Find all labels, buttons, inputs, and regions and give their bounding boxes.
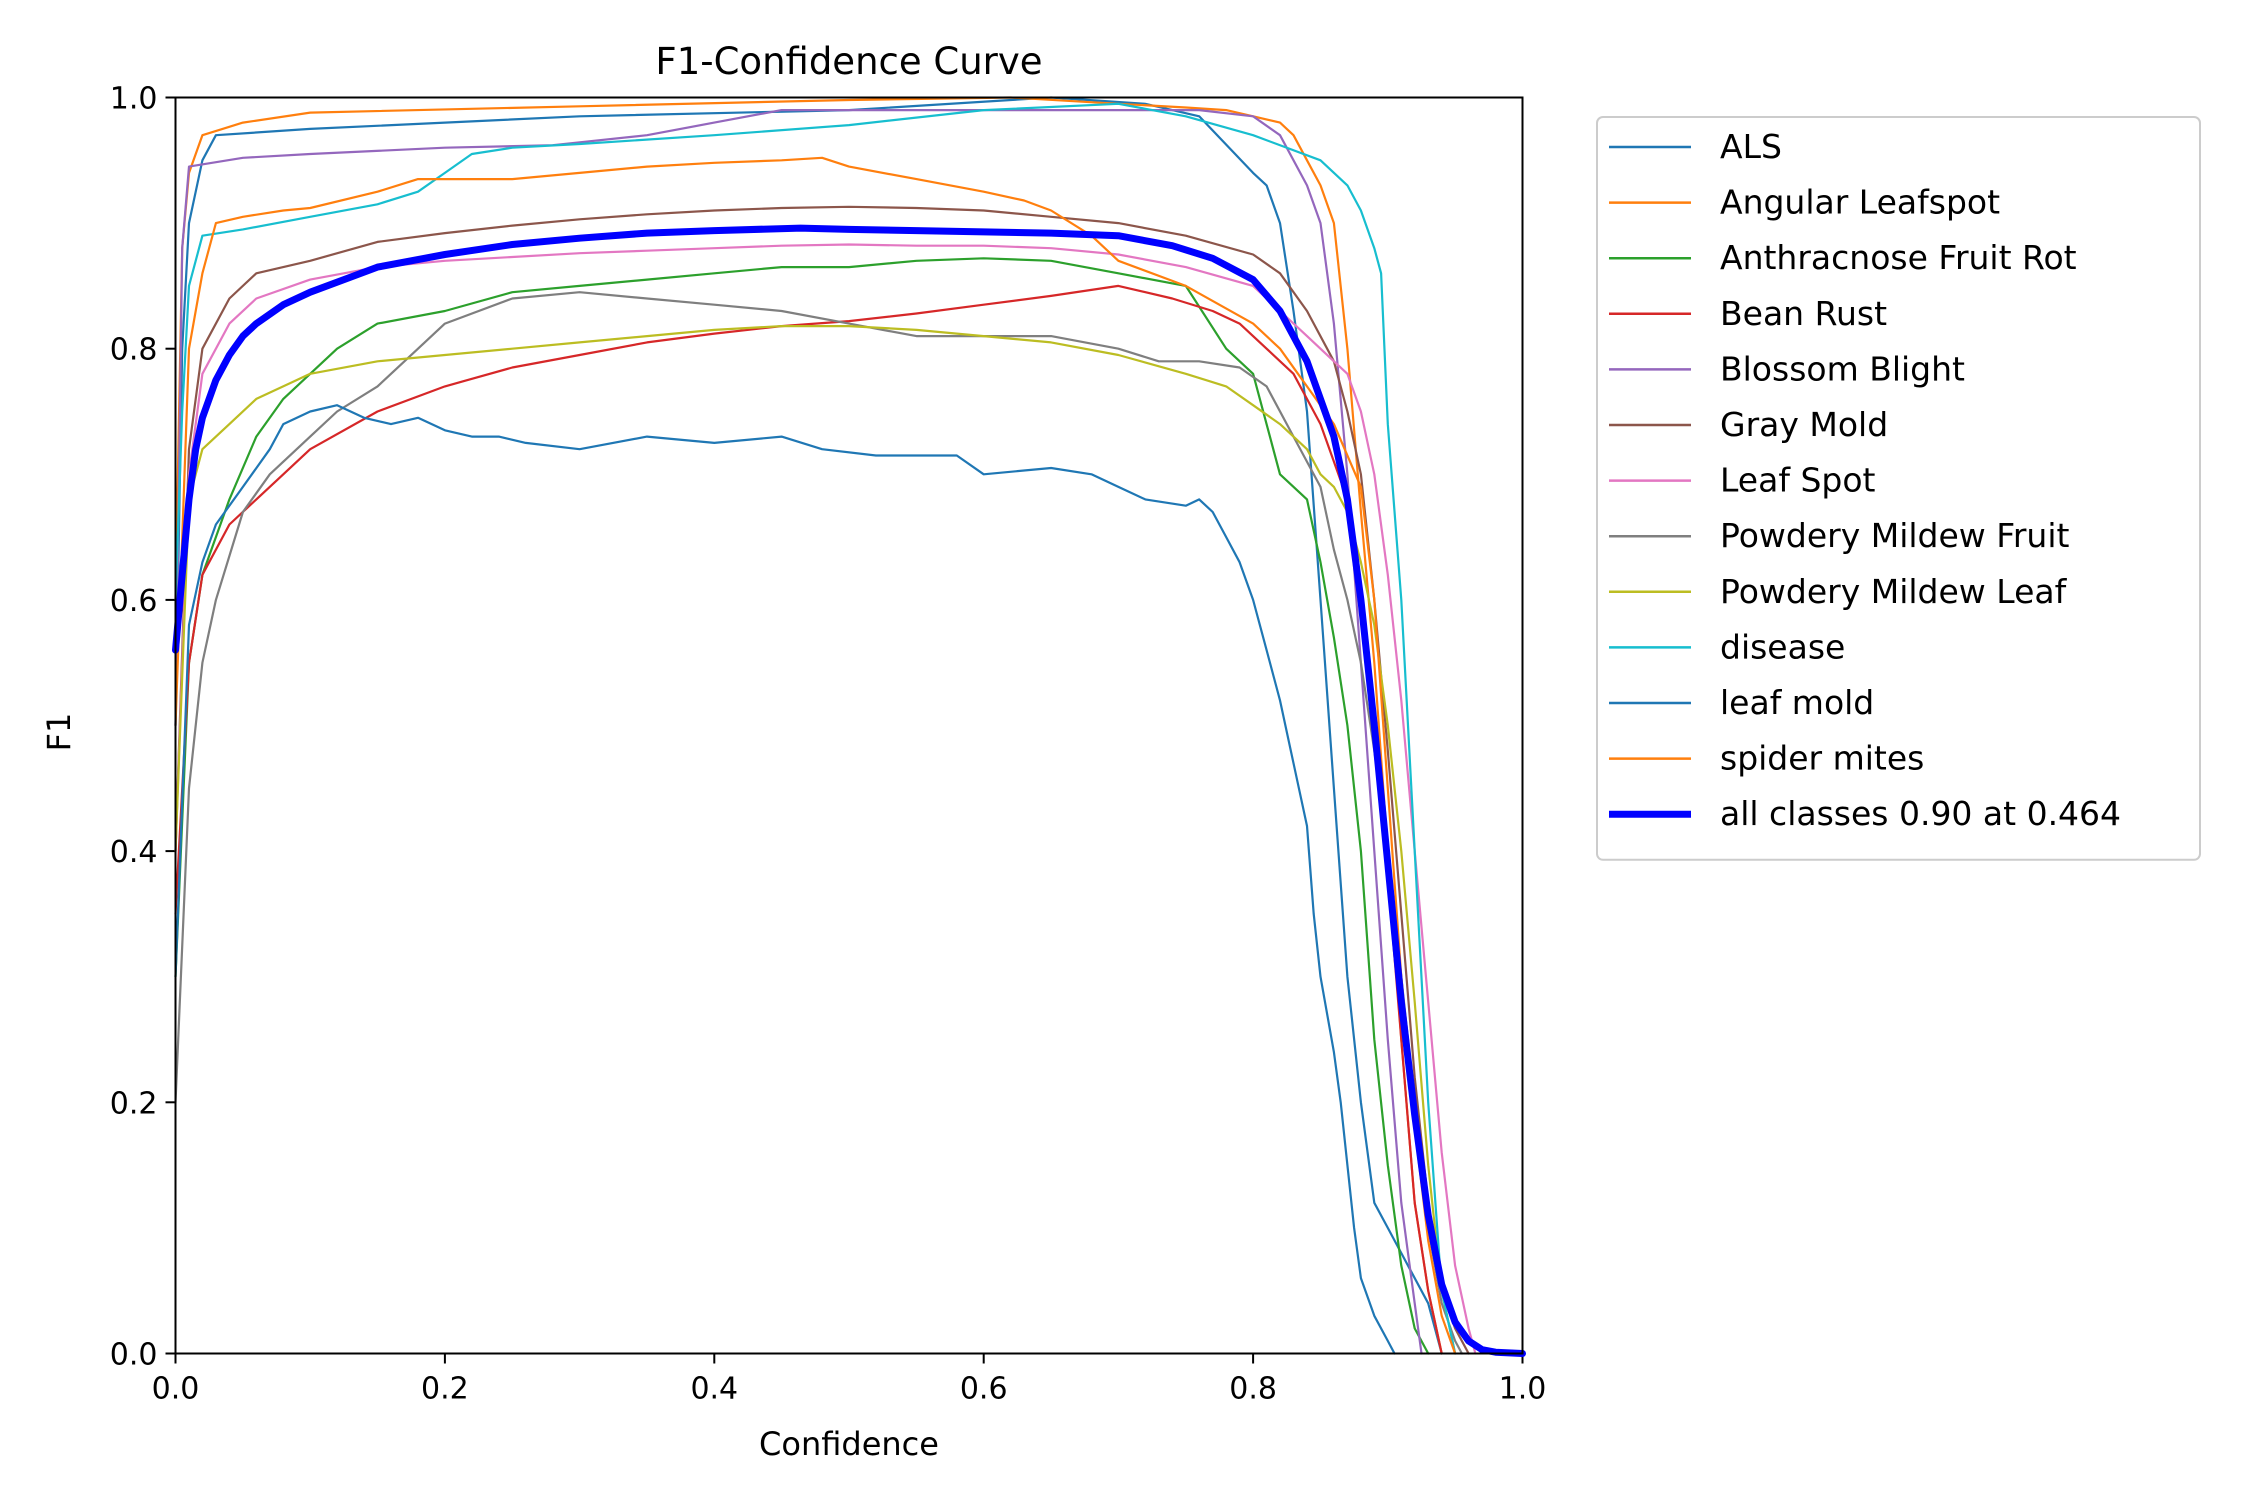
x-tick-label: 0.6 — [960, 1372, 1008, 1407]
legend-label: Powdery Mildew Leaf — [1720, 572, 2068, 611]
y-tick-label: 0.6 — [110, 584, 158, 619]
axis-ticks: 0.0 0.2 0.4 0.6 0.8 1.0 0.0 0.2 0.4 0.6 0.8 1.0 — [110, 82, 1547, 1407]
x-tick-label: 0.8 — [1229, 1372, 1277, 1407]
y-tick-label: 1.0 — [110, 82, 158, 117]
legend-label: spider mites — [1720, 739, 1924, 778]
legend-label: Blossom Blight — [1720, 349, 1965, 388]
legend-label: all classes 0.90 at 0.464 — [1720, 794, 2121, 833]
legend-label: Bean Rust — [1720, 294, 1887, 333]
series-line-all-classes-0-90-at-0-464 — [172, 224, 1526, 1357]
series-line-leaf-spot — [174, 243, 1477, 1355]
plot-frame — [174, 96, 1524, 1355]
series-line-blossom-blight — [174, 109, 1423, 1355]
series-line-gray-mold — [174, 205, 1470, 1355]
y-tick-label: 0.0 — [110, 1338, 158, 1373]
chart-title: F1-Confidence Curve — [655, 40, 1042, 83]
legend-label: ALS — [1720, 127, 1782, 166]
series-layer — [172, 96, 1526, 1357]
series-line-leaf-mold — [174, 404, 1396, 1355]
legend-box — [1596, 116, 2201, 861]
legend-label: Gray Mold — [1720, 405, 1888, 444]
y-tick-label: 0.2 — [110, 1086, 158, 1121]
legend-label: Powdery Mildew Fruit — [1720, 516, 2070, 555]
series-line-als — [174, 96, 1443, 1355]
series-line-anthracnose-fruit-rot — [174, 257, 1430, 1355]
legend-label: disease — [1720, 627, 1845, 666]
legend-label: Leaf Spot — [1720, 461, 1876, 500]
series-line-spider-mites — [174, 156, 1457, 1355]
series-line-disease — [174, 102, 1457, 1355]
legend-label: Anthracnose Fruit Rot — [1720, 238, 2077, 277]
series-line-powdery-mildew-leaf — [174, 325, 1457, 1355]
y-tick-label: 0.4 — [110, 835, 158, 870]
x-tick-label: 0.4 — [690, 1372, 738, 1407]
x-tick-label: 0.2 — [421, 1372, 469, 1407]
y-axis-label: F1 — [40, 713, 78, 752]
legend-label: leaf mold — [1720, 683, 1874, 722]
x-axis-label: Confidence — [759, 1425, 939, 1463]
x-tick-label: 1.0 — [1499, 1372, 1547, 1407]
y-tick-label: 0.8 — [110, 333, 158, 368]
legend-label: Angular Leafspot — [1720, 183, 2000, 222]
x-tick-label: 0.0 — [152, 1372, 200, 1407]
legend: ALS Angular Leafspot Anthracnose Fruit Rot… — [1596, 116, 2201, 861]
